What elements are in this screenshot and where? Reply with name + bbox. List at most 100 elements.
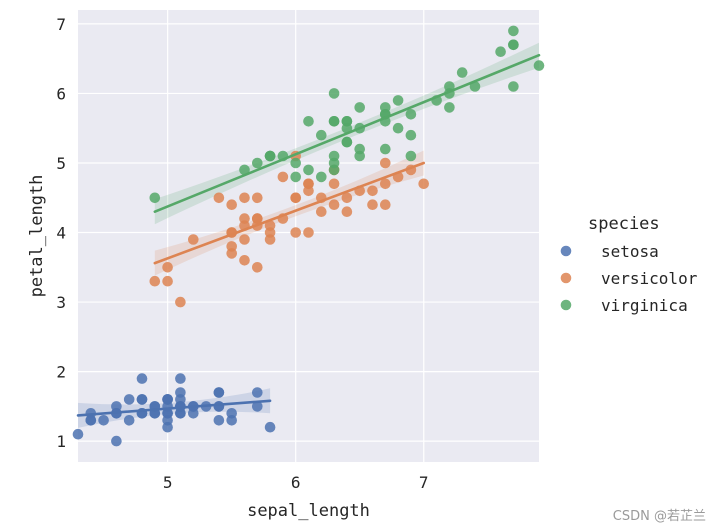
legend-label-setosa: setosa: [601, 242, 659, 261]
point-versicolor: [367, 199, 378, 210]
legend-title: species: [588, 214, 660, 234]
point-virginica: [354, 102, 366, 113]
point-setosa: [162, 394, 173, 405]
point-virginica: [380, 143, 391, 155]
y-tick-label: 6: [56, 84, 66, 103]
point-versicolor: [277, 171, 289, 183]
point-versicolor: [380, 178, 391, 190]
scatter-points: [72, 25, 545, 447]
point-virginica: [444, 102, 455, 113]
point-versicolor: [328, 178, 340, 190]
point-setosa: [213, 401, 225, 412]
point-versicolor: [290, 227, 302, 238]
point-setosa: [98, 415, 109, 426]
point-virginica: [303, 116, 314, 127]
legend: species setosa versicolor virginica: [560, 214, 698, 315]
point-versicolor: [380, 157, 391, 169]
point-setosa: [136, 394, 148, 405]
point-virginica: [405, 150, 417, 162]
y-axis-label: petal_length: [27, 175, 47, 298]
point-versicolor: [162, 275, 173, 287]
point-versicolor: [239, 234, 250, 245]
point-virginica: [533, 60, 545, 71]
point-virginica: [264, 150, 276, 162]
point-virginica: [290, 157, 302, 169]
point-versicolor: [341, 206, 353, 217]
point-virginica: [149, 192, 161, 204]
y-tick-label: 7: [56, 15, 66, 34]
point-virginica: [251, 157, 263, 169]
point-virginica: [328, 157, 340, 169]
point-versicolor: [149, 275, 161, 287]
point-virginica: [392, 122, 404, 134]
regression-line-versicolor: [153, 161, 426, 265]
x-tick-label: 5: [163, 473, 173, 492]
y-tick-label: 4: [56, 224, 66, 243]
point-versicolor: [162, 262, 173, 273]
point-virginica: [405, 129, 417, 141]
point-setosa: [72, 428, 84, 440]
point-versicolor: [264, 227, 276, 238]
point-virginica: [469, 81, 481, 92]
point-versicolor: [341, 192, 353, 204]
regression-lines: [76, 53, 541, 417]
point-virginica: [328, 116, 340, 127]
y-tick-label: 3: [56, 293, 66, 312]
point-setosa: [136, 373, 148, 384]
point-versicolor: [213, 192, 225, 204]
regression-line-setosa: [76, 399, 272, 417]
y-tick-label: 1: [56, 432, 66, 451]
y-tick-label: 2: [56, 363, 66, 382]
legend-marker-versicolor: [560, 272, 572, 284]
point-virginica: [290, 171, 302, 183]
point-versicolor: [251, 192, 263, 204]
legend-marker-setosa: [560, 245, 572, 257]
point-versicolor: [418, 178, 430, 190]
point-setosa: [213, 387, 225, 398]
point-versicolor: [226, 248, 237, 259]
point-virginica: [303, 164, 314, 176]
point-versicolor: [316, 206, 327, 217]
point-versicolor: [251, 262, 263, 273]
point-virginica: [354, 143, 366, 155]
point-virginica: [495, 46, 506, 57]
regression-line-virginica: [153, 53, 541, 213]
point-versicolor: [328, 199, 340, 210]
point-virginica: [405, 109, 417, 120]
legend-marker-virginica: [560, 299, 572, 311]
tick-labels: 5 6 7 1 2 3 4 5 6 7: [56, 15, 428, 492]
point-virginica: [328, 88, 340, 99]
point-setosa: [85, 415, 97, 426]
point-virginica: [508, 81, 519, 92]
point-setosa: [123, 415, 135, 426]
point-setosa: [213, 415, 225, 426]
point-virginica: [316, 171, 327, 183]
point-virginica: [508, 25, 519, 37]
point-virginica: [239, 164, 250, 176]
x-tick-label: 6: [291, 473, 301, 492]
x-axis-label: sepal_length: [247, 501, 370, 521]
point-virginica: [341, 122, 353, 134]
point-virginica: [316, 129, 327, 141]
y-tick-label: 5: [56, 154, 66, 173]
point-virginica: [456, 67, 468, 78]
point-versicolor: [303, 227, 314, 238]
point-versicolor: [239, 254, 250, 266]
point-versicolor: [290, 192, 302, 204]
point-setosa: [175, 394, 186, 405]
point-versicolor: [175, 296, 186, 308]
point-virginica: [508, 39, 519, 51]
point-versicolor: [239, 192, 250, 204]
x-tick-label: 7: [419, 473, 429, 492]
point-versicolor: [380, 199, 391, 210]
point-setosa: [175, 373, 186, 384]
watermark: CSDN @若芷兰: [612, 509, 706, 524]
point-versicolor: [303, 185, 314, 197]
point-versicolor: [367, 185, 378, 197]
point-setosa: [111, 435, 122, 447]
point-setosa: [162, 408, 173, 419]
point-setosa: [251, 401, 263, 412]
legend-label-versicolor: versicolor: [601, 269, 698, 288]
point-virginica: [392, 95, 404, 106]
